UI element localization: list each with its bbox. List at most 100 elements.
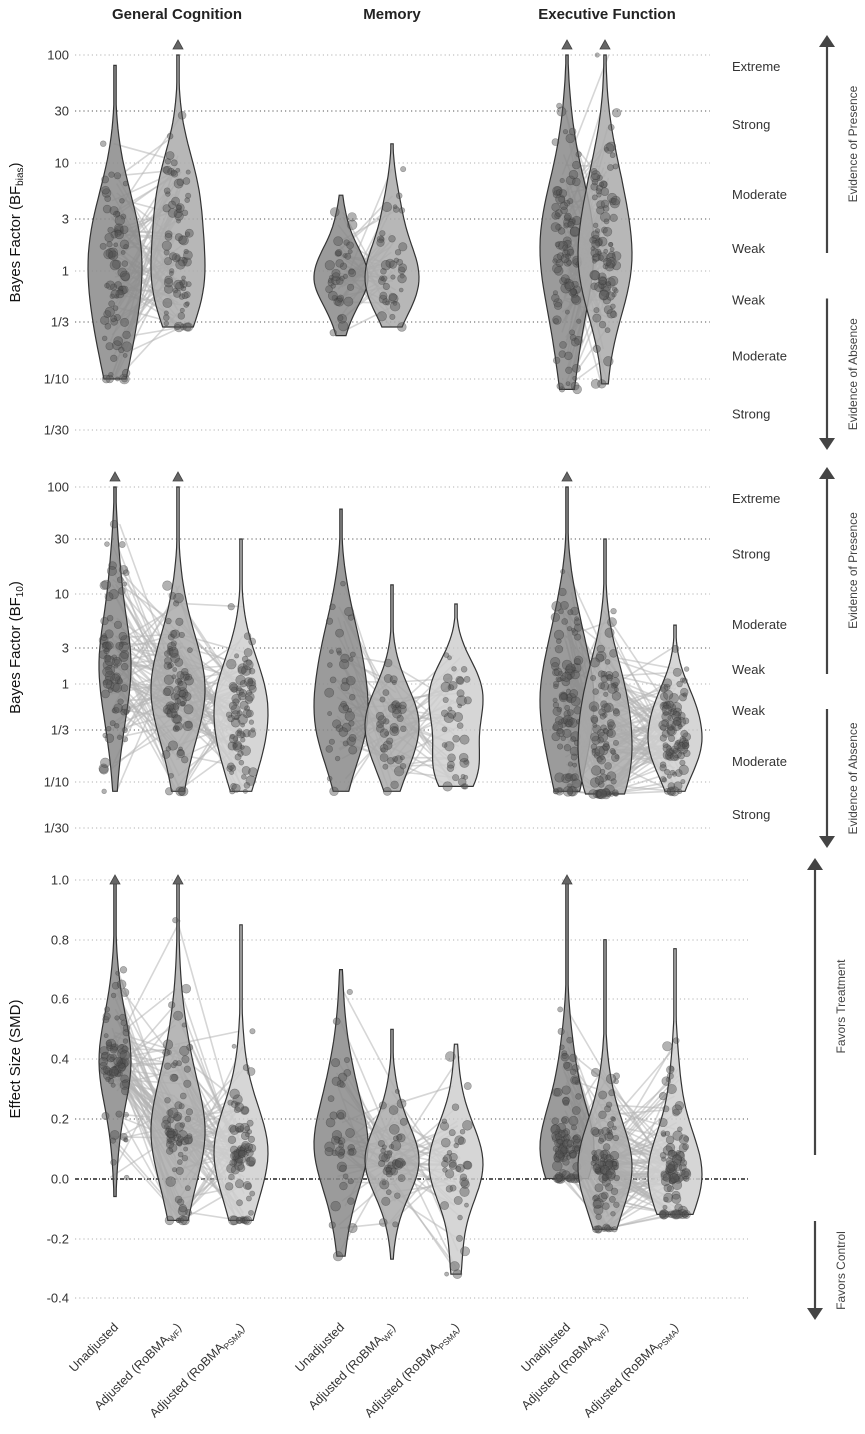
data-point xyxy=(331,1135,340,1145)
data-point xyxy=(556,728,564,735)
data-point xyxy=(239,744,245,750)
data-point xyxy=(590,1067,601,1077)
data-point xyxy=(600,181,608,188)
data-point xyxy=(597,670,606,678)
data-point xyxy=(118,1060,126,1068)
data-point xyxy=(241,1150,249,1158)
data-point xyxy=(601,787,610,797)
data-point xyxy=(231,1150,242,1160)
data-point xyxy=(574,633,582,641)
data-point xyxy=(169,1073,178,1082)
data-point xyxy=(553,680,560,688)
truncation-marker xyxy=(561,874,573,885)
data-point xyxy=(610,303,616,310)
data-point xyxy=(671,1104,683,1115)
data-point xyxy=(597,1128,604,1135)
data-point xyxy=(452,1269,463,1279)
data-point xyxy=(565,381,571,387)
data-point xyxy=(235,1101,240,1107)
data-point xyxy=(348,269,357,278)
data-point xyxy=(560,1146,568,1154)
data-point xyxy=(558,1144,568,1154)
data-point xyxy=(104,541,110,547)
data-point xyxy=(117,289,123,296)
data-point xyxy=(559,341,567,349)
data-point xyxy=(575,1093,582,1100)
data-point xyxy=(123,1137,129,1143)
evidence-label: Moderate xyxy=(732,754,787,769)
data-point xyxy=(381,1144,387,1150)
data-point xyxy=(117,1048,127,1059)
data-point xyxy=(101,335,108,342)
truncation-marker xyxy=(172,471,184,482)
data-point xyxy=(671,1154,682,1165)
data-point xyxy=(554,716,564,726)
data-point xyxy=(600,1165,610,1175)
data-point xyxy=(558,1143,565,1150)
data-point xyxy=(563,239,572,248)
data-point xyxy=(172,667,178,672)
data-point xyxy=(606,1171,616,1181)
data-point xyxy=(380,1148,386,1154)
y-tick-label: 10 xyxy=(55,156,69,171)
data-point xyxy=(172,725,180,733)
data-point xyxy=(166,1133,176,1143)
data-point xyxy=(173,600,180,607)
data-point xyxy=(677,1126,683,1132)
data-point xyxy=(596,644,605,653)
data-point xyxy=(566,1139,575,1148)
data-point xyxy=(563,217,573,228)
data-point xyxy=(101,185,110,195)
data-point xyxy=(569,226,580,237)
data-point xyxy=(603,248,609,254)
data-point xyxy=(110,230,118,239)
data-point xyxy=(329,603,336,611)
data-point xyxy=(164,1128,172,1136)
data-point xyxy=(394,1158,404,1168)
violin xyxy=(213,924,269,1221)
data-point xyxy=(593,1194,600,1202)
data-point xyxy=(674,769,683,777)
data-point xyxy=(390,780,399,790)
data-point xyxy=(348,733,357,742)
data-point xyxy=(598,1090,608,1100)
data-point xyxy=(447,684,455,691)
data-point xyxy=(670,745,679,754)
data-point xyxy=(566,786,577,797)
data-point xyxy=(342,253,348,259)
data-point xyxy=(609,1161,618,1170)
data-point xyxy=(168,1143,178,1153)
data-point xyxy=(179,1122,186,1128)
data-point xyxy=(228,1215,239,1226)
data-point xyxy=(230,717,241,728)
y-tick-label: 1/3 xyxy=(51,315,69,330)
data-point xyxy=(605,277,616,288)
data-point xyxy=(118,641,125,647)
data-point xyxy=(113,703,123,713)
data-point xyxy=(339,275,345,281)
data-point xyxy=(566,1036,573,1044)
data-point xyxy=(118,1062,125,1069)
data-point xyxy=(226,1163,237,1174)
data-point xyxy=(174,725,180,731)
data-point xyxy=(331,1076,341,1086)
data-point xyxy=(171,714,181,724)
data-point xyxy=(570,337,580,347)
data-point xyxy=(335,250,342,257)
data-point xyxy=(102,660,113,670)
data-point xyxy=(120,708,127,716)
data-point xyxy=(177,111,187,120)
data-point xyxy=(392,206,400,213)
data-point xyxy=(563,199,571,207)
data-point xyxy=(589,269,600,281)
data-point xyxy=(440,1201,449,1210)
data-point xyxy=(597,1192,608,1203)
data-point xyxy=(388,292,398,302)
data-point xyxy=(382,1167,391,1176)
data-point xyxy=(166,663,173,669)
data-point xyxy=(185,1209,192,1216)
data-point xyxy=(612,789,619,797)
data-point xyxy=(612,163,619,170)
data-point xyxy=(661,1212,667,1217)
